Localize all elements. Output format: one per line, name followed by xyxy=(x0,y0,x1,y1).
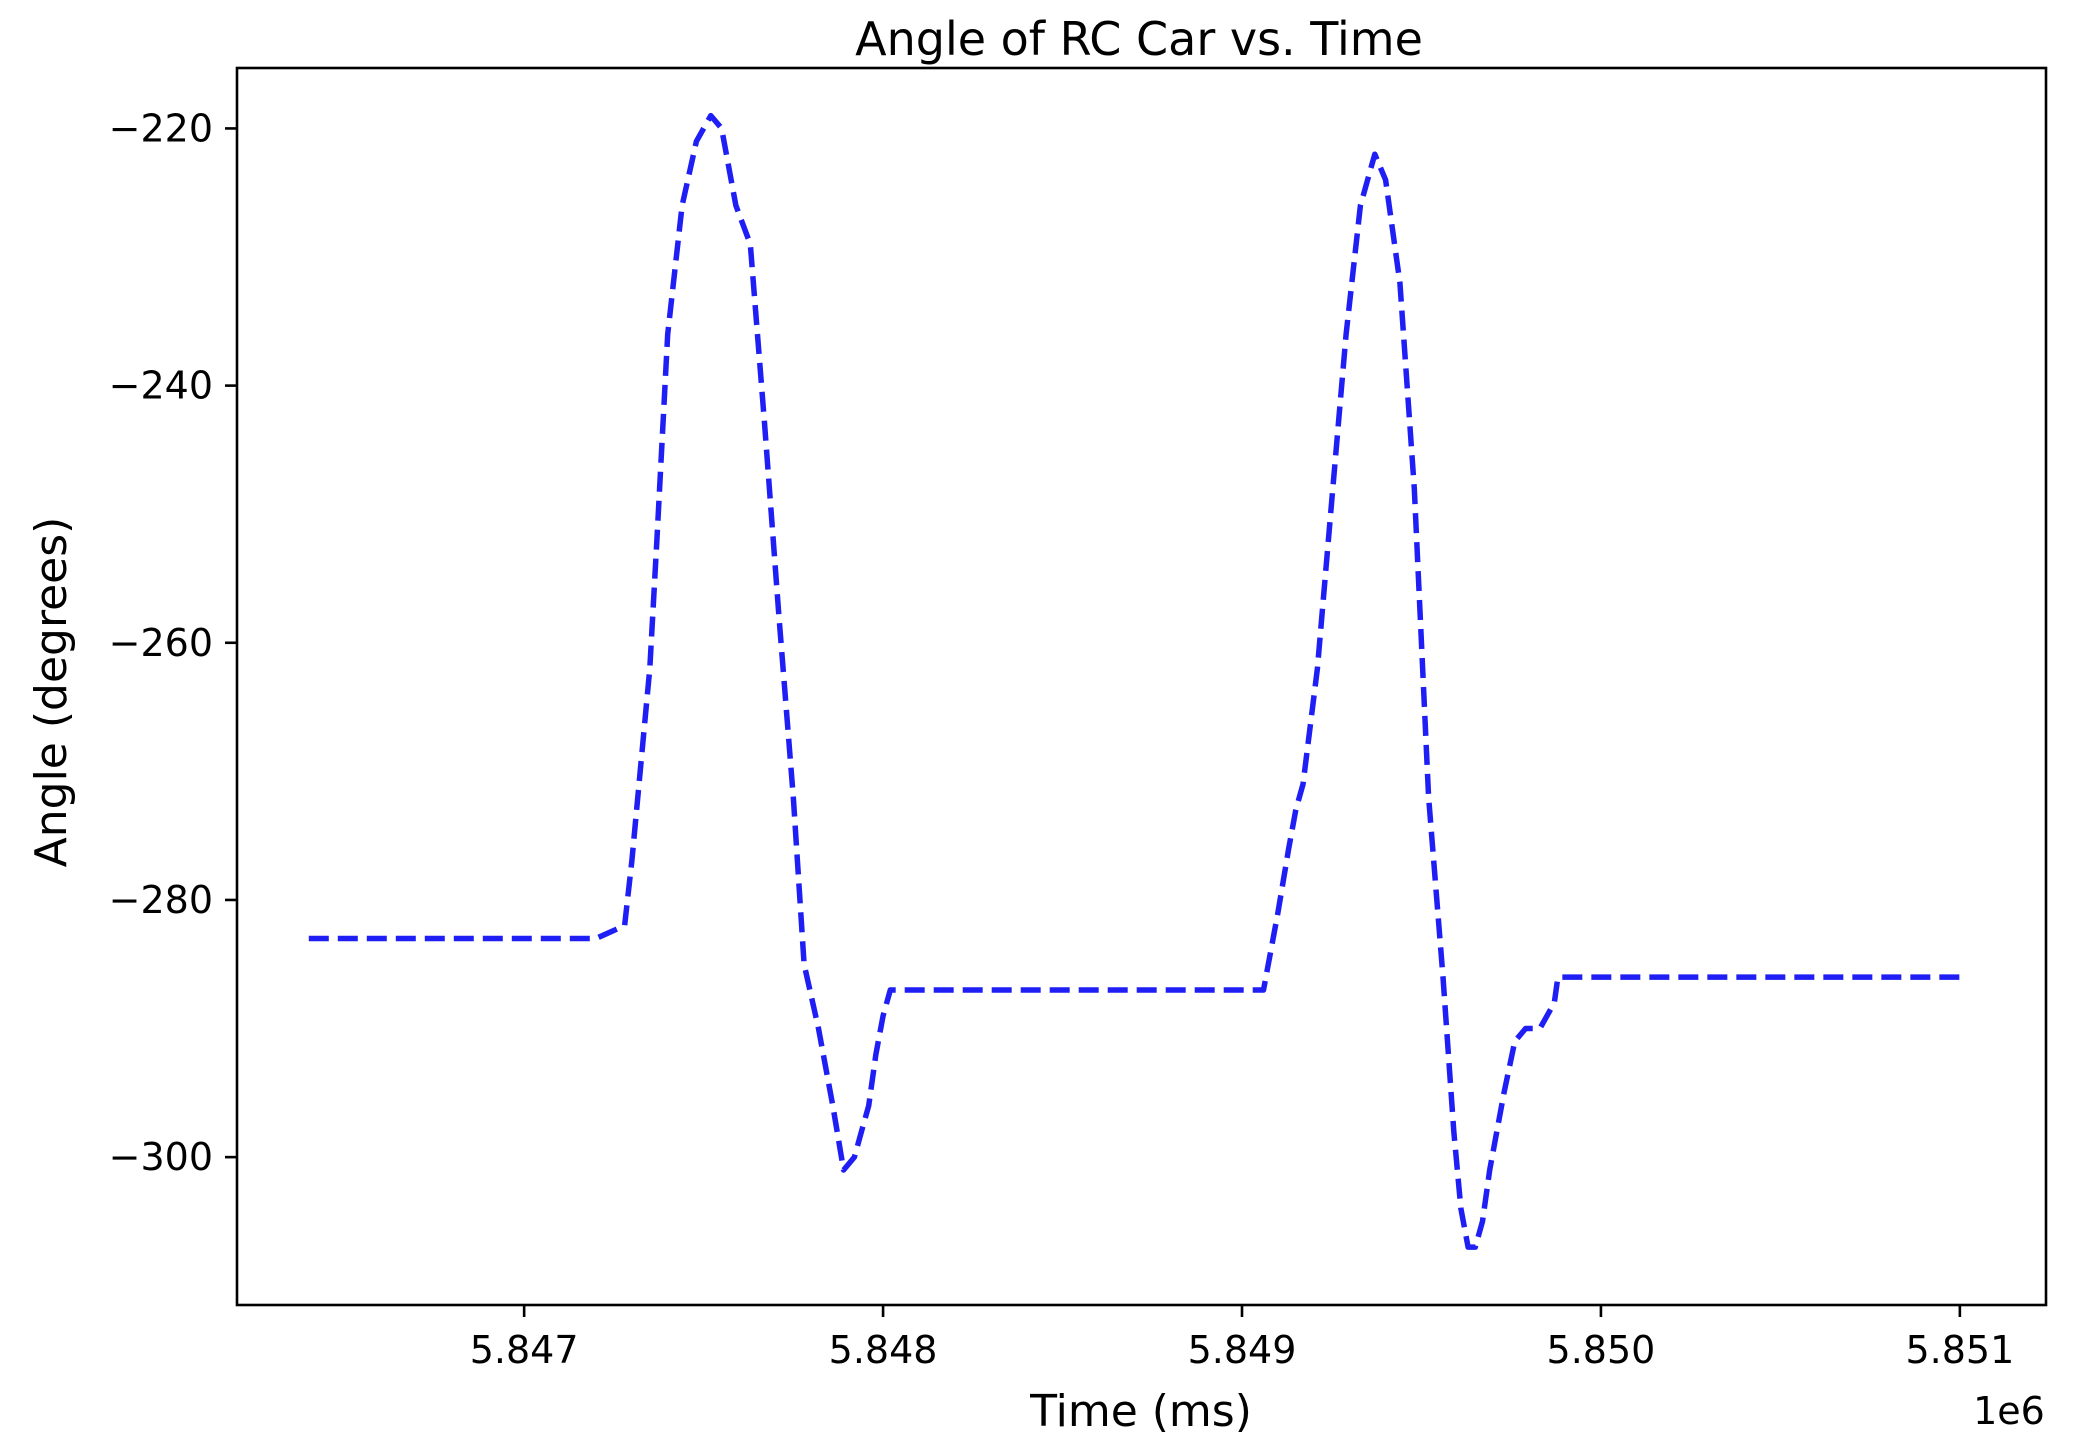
x-axis: 5.847 5.848 5.849 5.850 5.851 xyxy=(470,1305,2014,1372)
x-tick-label: 5.849 xyxy=(1188,1328,1297,1372)
chart-title: Angle of RC Car vs. Time xyxy=(855,12,1423,66)
series-layer xyxy=(308,112,1960,1250)
y-tick-label: −300 xyxy=(109,1135,213,1179)
y-tick-label: −220 xyxy=(109,106,213,150)
plot-frame xyxy=(235,66,2048,1307)
x-tick-label: 5.848 xyxy=(829,1328,938,1372)
x-axis-offset-label: 1e6 xyxy=(1973,1389,2045,1432)
series-line xyxy=(308,112,1960,1250)
y-tick-label: −240 xyxy=(109,364,213,408)
y-axis: −220 −240 −260 −280 −300 xyxy=(109,106,237,1179)
y-tick-label: −280 xyxy=(109,878,213,922)
y-axis-label: Angle (degrees) xyxy=(26,517,77,868)
x-tick-label: 5.850 xyxy=(1547,1328,1656,1372)
y-tick-label: −260 xyxy=(109,621,213,665)
x-tick-label: 5.847 xyxy=(470,1328,579,1372)
x-axis-label: Time (ms) xyxy=(1029,1386,1252,1432)
x-tick-label: 5.851 xyxy=(1905,1328,2014,1372)
